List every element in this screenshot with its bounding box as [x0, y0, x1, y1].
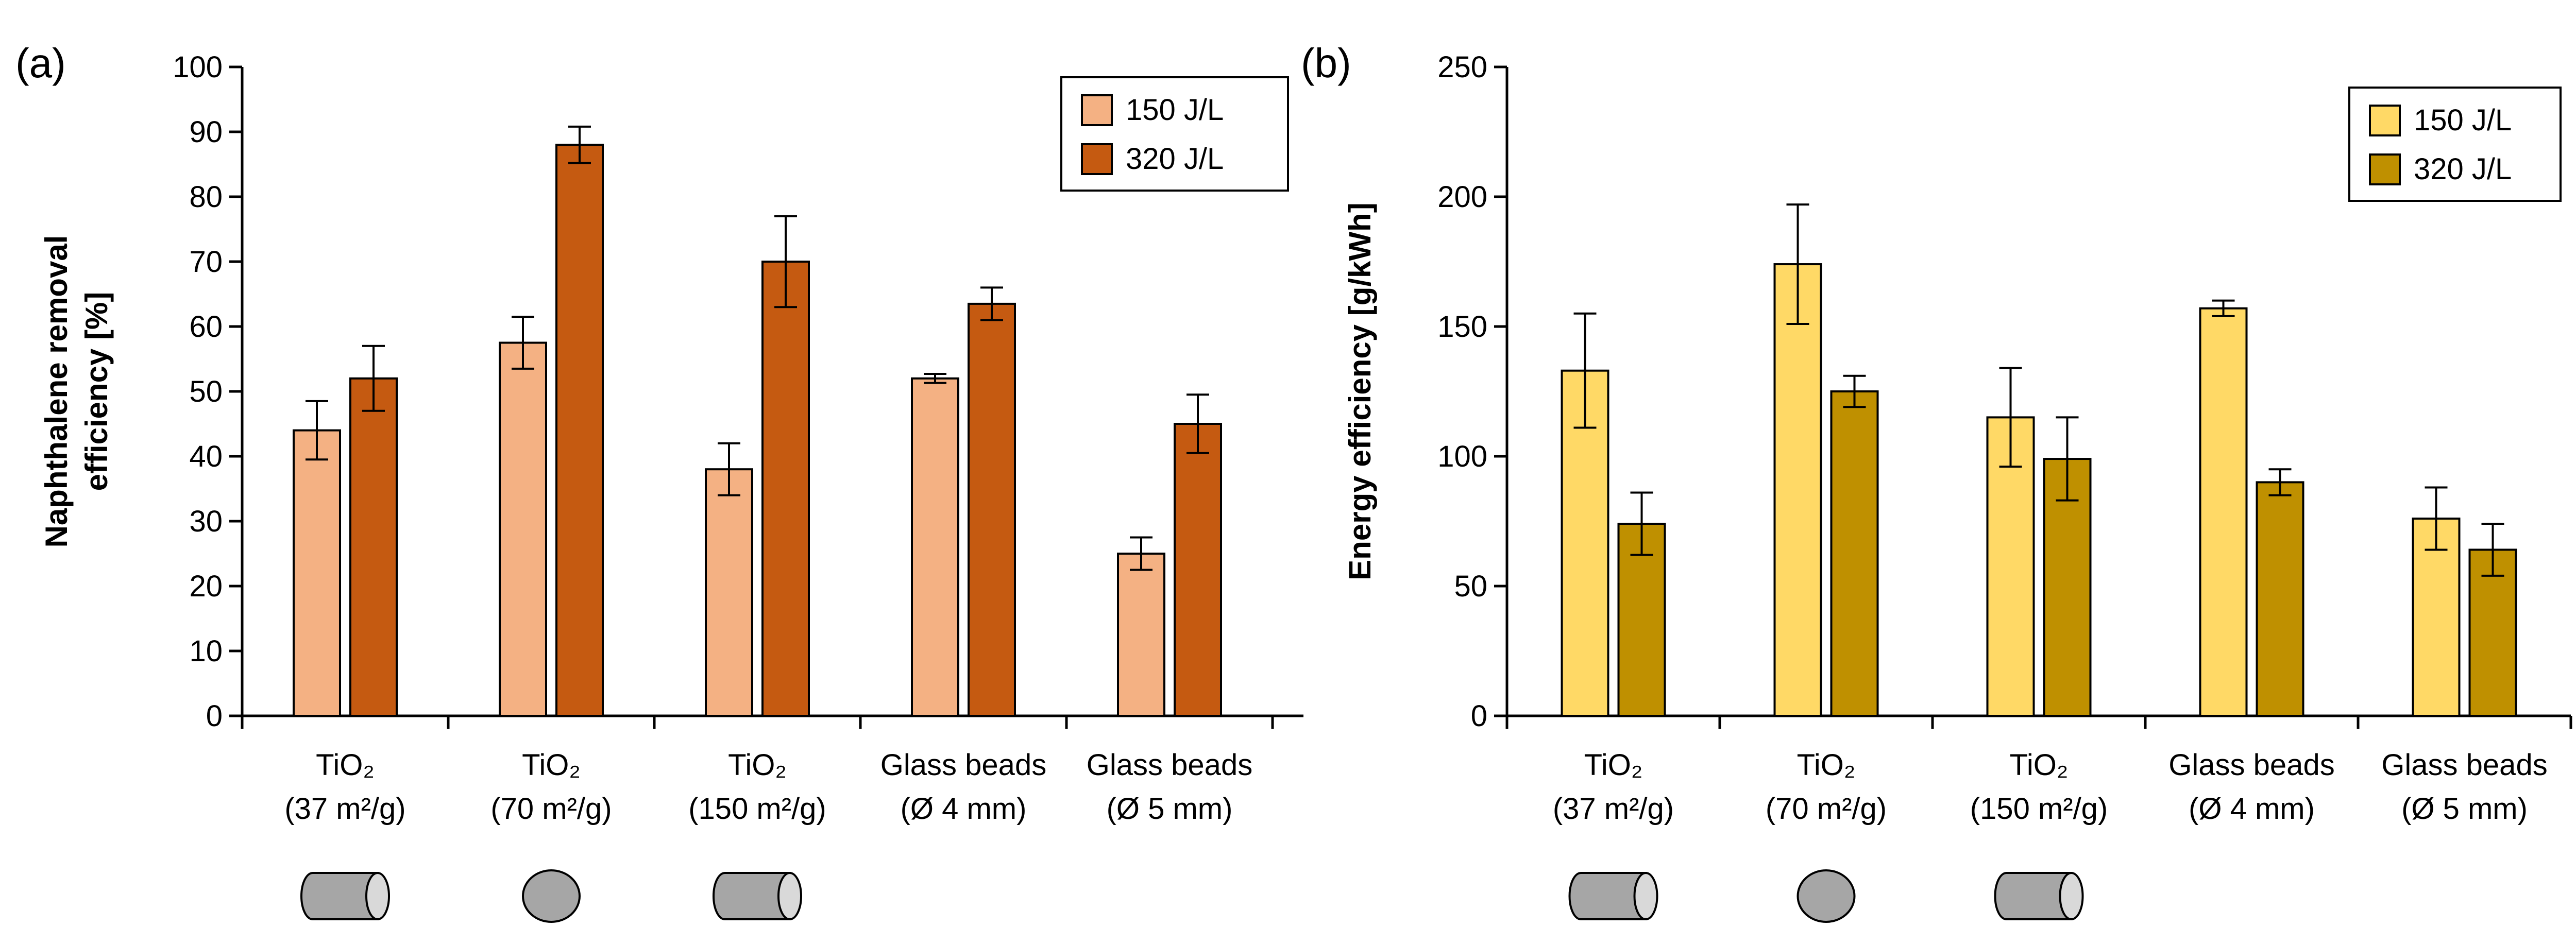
- y-tick-label: 100: [1437, 440, 1487, 473]
- bar-320jl-2: [1830, 390, 1879, 717]
- category-label-line2: (70 m²/g): [1766, 792, 1887, 826]
- cylinder-body: [300, 872, 379, 920]
- sphere-pellet-icon: [522, 869, 581, 923]
- category-label-line2: (37 m²/g): [284, 792, 405, 826]
- y-tick-label: 200: [1437, 180, 1487, 214]
- legend-swatch: [1081, 94, 1113, 126]
- y-tick-label: 50: [1454, 570, 1487, 603]
- y-tick-label: 0: [206, 699, 223, 733]
- y-tick-label: 90: [189, 115, 223, 149]
- y-axis-title: Energy efficiency [g/kWh]: [1343, 202, 1377, 580]
- cylinder-end: [777, 872, 802, 920]
- bar-320jl-1: [349, 377, 398, 717]
- category-label-line1: TiO₂: [2010, 748, 2069, 782]
- category-label-line1: Glass beads: [2381, 748, 2547, 782]
- category-label-line2: (Ø 4 mm): [2189, 792, 2315, 826]
- bar-320jl-4: [2256, 481, 2304, 717]
- category-label-line2: (70 m²/g): [490, 792, 612, 826]
- legend-swatch: [1081, 143, 1113, 175]
- category-label-line1: TiO₂: [728, 748, 787, 782]
- legend-label: 150 J/L: [2414, 104, 2512, 137]
- category-label-line1: Glass beads: [1087, 748, 1252, 782]
- legend-swatch: [2369, 153, 2401, 185]
- cylinder-body: [1994, 872, 2073, 920]
- bar-150jl-2: [1773, 263, 1822, 717]
- cylinder-body: [1568, 872, 1647, 920]
- category-label-line2: (Ø 4 mm): [901, 792, 1027, 826]
- y-tick-label: 70: [189, 245, 223, 279]
- category-label-line2: (150 m²/g): [1970, 792, 2108, 826]
- category-label-line2: (Ø 5 mm): [1107, 792, 1233, 826]
- y-axis-title-line: Energy efficiency [g/kWh]: [1343, 202, 1377, 580]
- cylinder-body: [713, 872, 791, 920]
- cylinder-pellet-icon: [1994, 872, 2084, 920]
- y-tick-label: 250: [1437, 50, 1487, 84]
- bar-320jl-4: [968, 302, 1016, 717]
- cylinder-end: [2059, 872, 2084, 920]
- bar-150jl-5: [2412, 517, 2461, 717]
- y-axis-title-line: Naphthalene removal: [39, 235, 74, 548]
- y-tick-label: 30: [189, 505, 223, 538]
- legend-label: 320 J/L: [1126, 142, 1224, 176]
- y-tick-label: 60: [189, 310, 223, 344]
- cylinder-pellet-icon: [1568, 872, 1658, 920]
- cylinder-pellet-icon: [300, 872, 390, 920]
- legend-label: 320 J/L: [2414, 152, 2512, 186]
- category-label-line2: (150 m²/g): [688, 792, 826, 826]
- category-label-line1: TiO₂: [316, 748, 375, 782]
- chart-panel-b: (b) 0 50 100 150 200 250 Energy efficiency [g/k…: [1301, 40, 2572, 923]
- y-tick-label: 10: [189, 634, 223, 668]
- category-label-line2: (Ø 5 mm): [2401, 792, 2528, 826]
- bar-150jl-1: [293, 429, 341, 717]
- legend-swatch: [2369, 105, 2401, 136]
- bar-150jl-2: [499, 341, 547, 717]
- category-label-line1: TiO₂: [522, 748, 581, 782]
- bar-320jl-5: [1174, 423, 1222, 717]
- bar-150jl-4: [911, 377, 959, 717]
- legend: 150 J/L 320 J/L: [1060, 76, 1289, 192]
- chart-panel-a: (a) 0 10 20 30 40 50 60 70 80 90 100 Naphthalene rem…: [15, 40, 1303, 923]
- category-label-line1: Glass beads: [880, 748, 1046, 782]
- legend: 150 J/L 320 J/L: [2348, 87, 2562, 202]
- sphere-pellet-icon: [1797, 869, 1856, 923]
- bar-150jl-3: [705, 468, 753, 717]
- y-tick-label: 20: [189, 570, 223, 603]
- legend-label: 150 J/L: [1126, 93, 1224, 127]
- bar-150jl-4: [2199, 307, 2248, 717]
- y-tick-label: 40: [189, 440, 223, 473]
- y-tick-label: 50: [189, 375, 223, 408]
- cylinder-pellet-icon: [713, 872, 802, 920]
- y-tick-label: 100: [173, 50, 223, 84]
- bar-320jl-2: [555, 144, 604, 717]
- y-tick-label: 80: [189, 180, 223, 214]
- category-label-line1: TiO₂: [1584, 748, 1643, 782]
- bar-150jl-5: [1117, 553, 1165, 717]
- bar-320jl-3: [761, 261, 810, 717]
- cylinder-end: [1633, 872, 1658, 920]
- y-tick-label: 150: [1437, 310, 1487, 344]
- category-label-line2: (37 m²/g): [1553, 792, 1674, 826]
- cylinder-end: [365, 872, 390, 920]
- panel-label: (b): [1301, 40, 1351, 86]
- y-tick-label: 0: [1471, 699, 1487, 733]
- y-axis-title: Naphthalene removal efficiency [%]: [39, 235, 114, 548]
- category-label-line1: Glass beads: [2168, 748, 2334, 782]
- category-label-line1: TiO₂: [1797, 748, 1856, 782]
- panel-label: (a): [15, 40, 66, 86]
- bar-320jl-5: [2468, 548, 2517, 717]
- y-axis-title-line: efficiency [%]: [79, 292, 114, 491]
